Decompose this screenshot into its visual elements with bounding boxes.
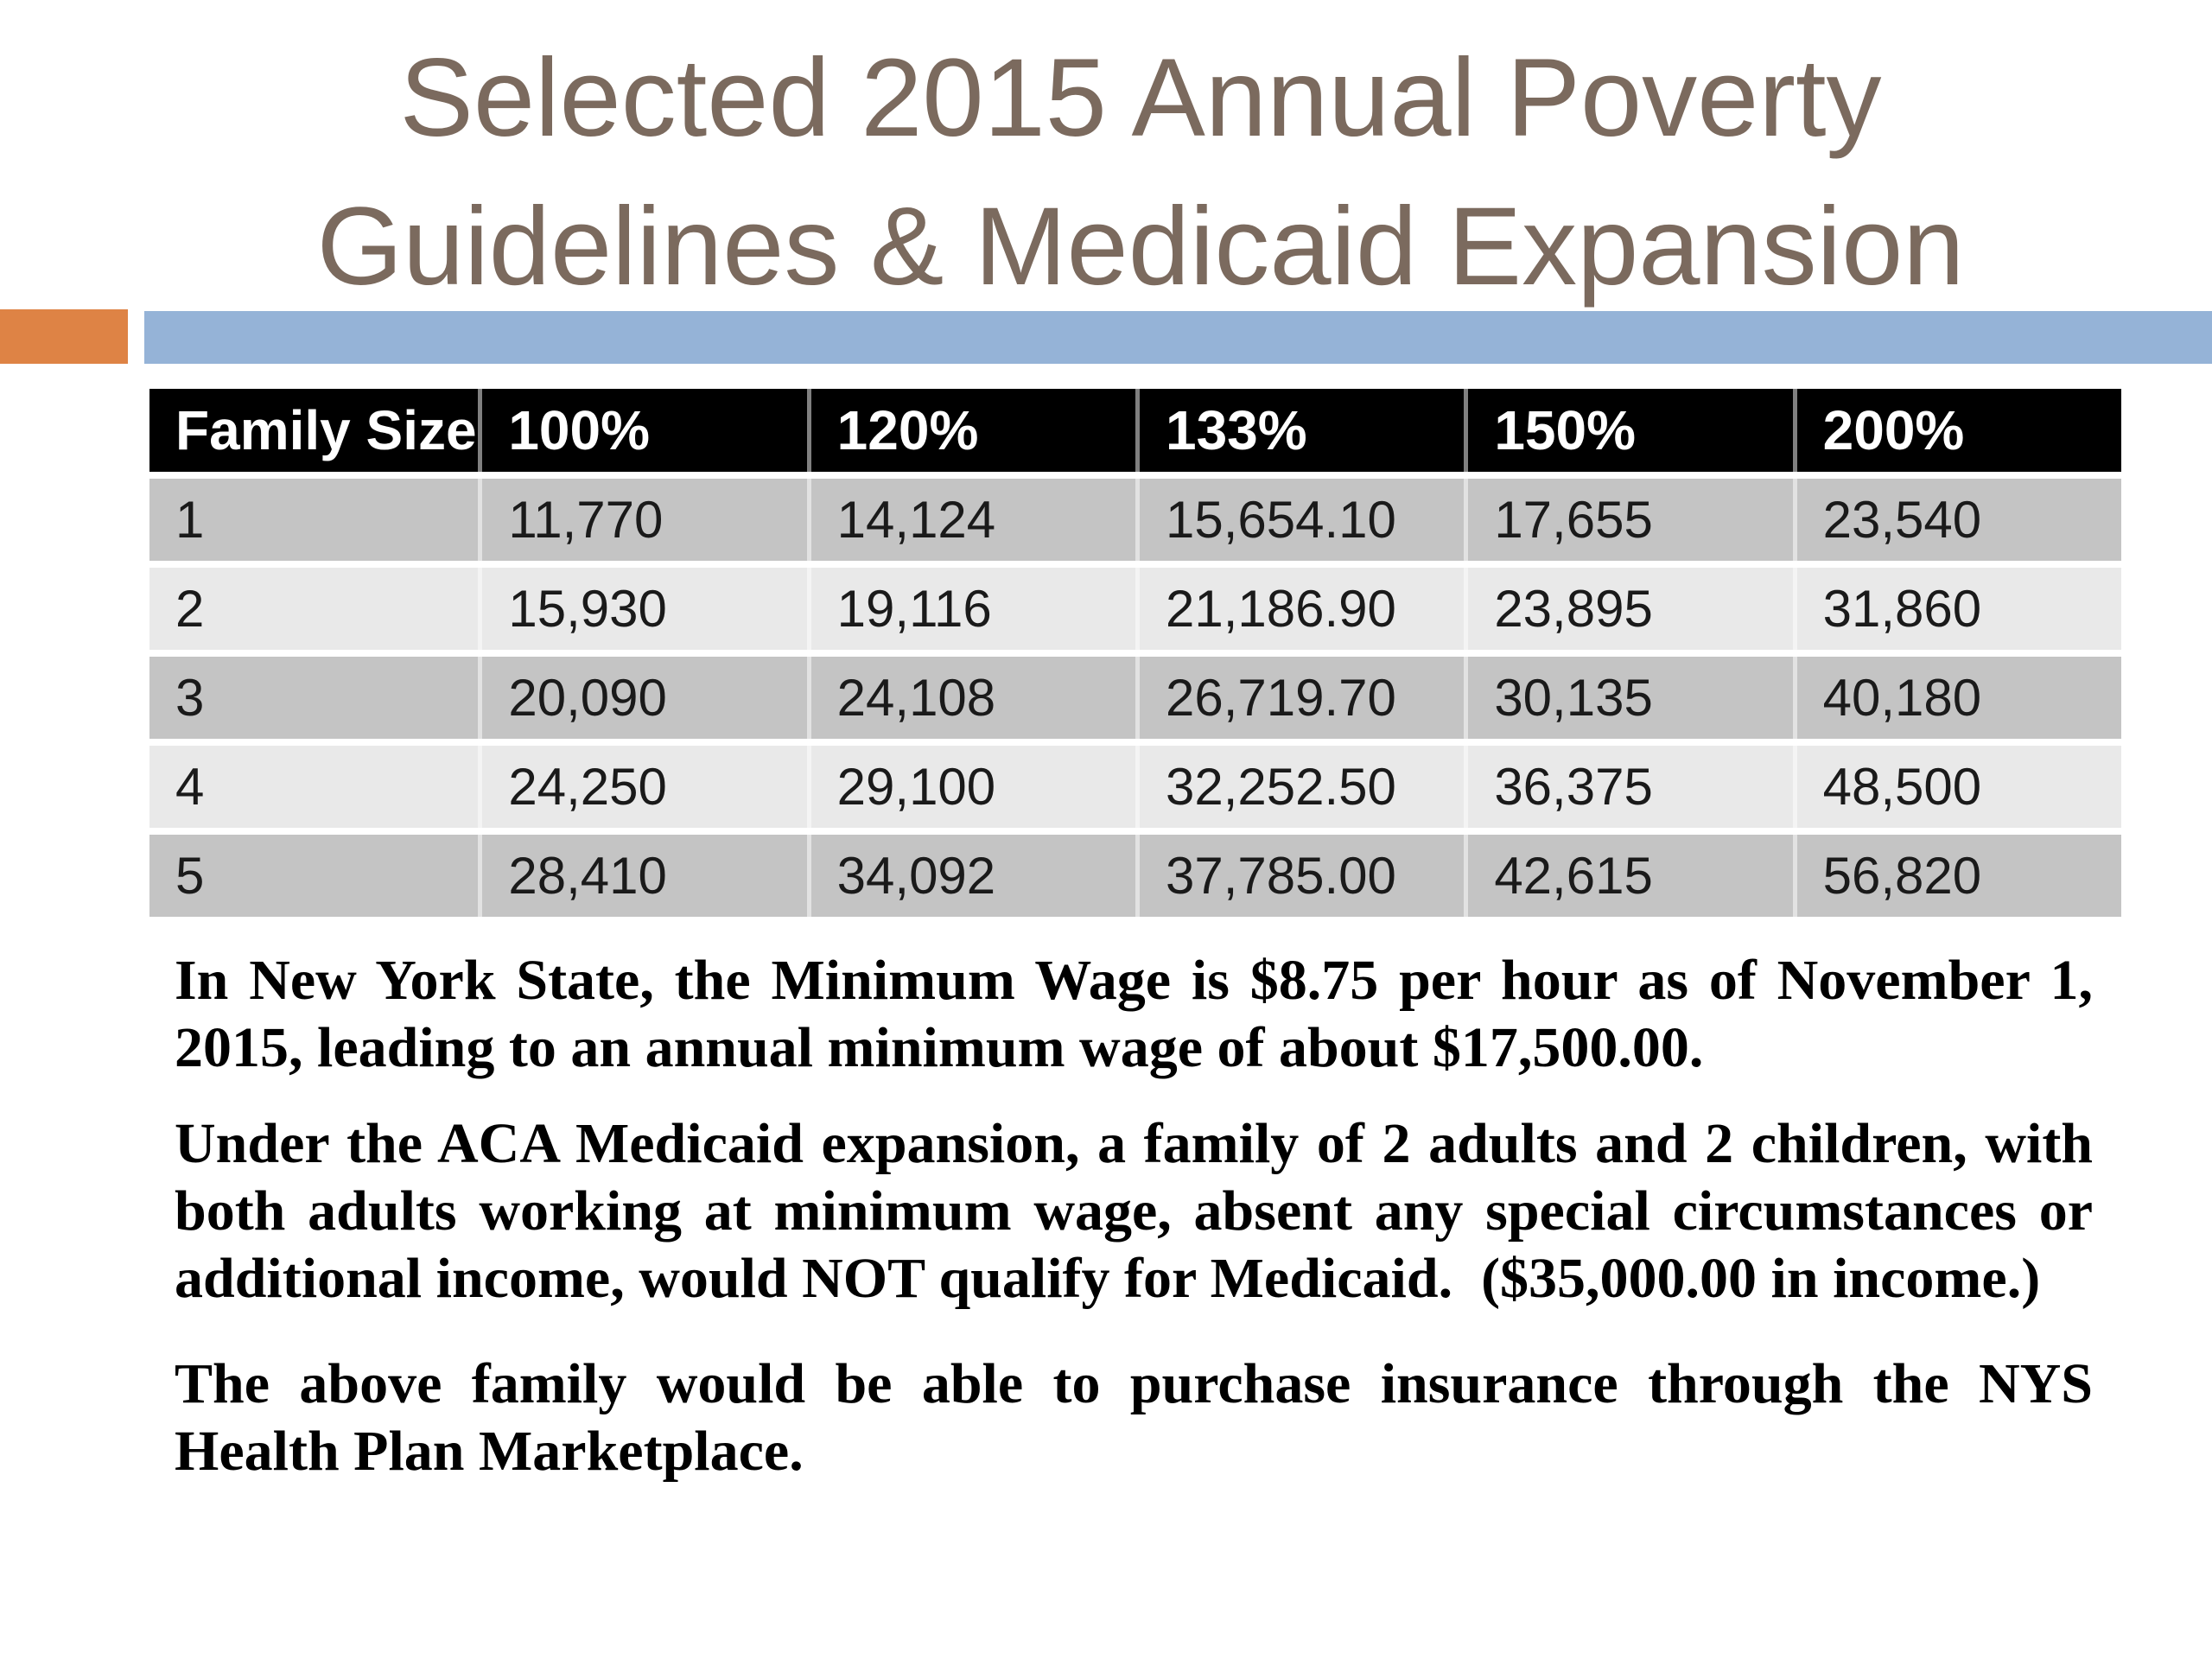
value-cell: 37,785.00 (1135, 835, 1465, 917)
poverty-guidelines-table-wrap: Family Size 100% 120% 133% 150% 200% 1 11,770 1… (149, 382, 2121, 924)
value-cell: 23,895 (1464, 568, 1793, 650)
value-cell: 29,100 (806, 746, 1135, 828)
table-row: 2 15,930 19,116 21,186.90 23,895 31,860 (149, 568, 2121, 650)
value-cell: 48,500 (1792, 746, 2121, 828)
poverty-guidelines-table: Family Size 100% 120% 133% 150% 200% 1 11,770 1… (149, 382, 2121, 924)
slide-title: Selected 2015 Annual Poverty Guidelines &… (121, 24, 2160, 321)
table-row: 1 11,770 14,124 15,654.10 17,655 23,540 (149, 479, 2121, 561)
value-cell: 34,092 (806, 835, 1135, 917)
value-cell: 28,410 (478, 835, 807, 917)
value-cell: 24,250 (478, 746, 807, 828)
value-cell: 23,540 (1792, 479, 2121, 561)
value-cell: 26,719.70 (1135, 657, 1465, 739)
value-cell: 30,135 (1464, 657, 1793, 739)
body-text: In New York State, the Minimum Wage is $… (175, 947, 2093, 1514)
header-cell: 100% (478, 389, 807, 472)
blue-accent-bar (144, 311, 2212, 364)
value-cell: 21,186.90 (1135, 568, 1465, 650)
slide-title-line1: Selected 2015 Annual Poverty (399, 36, 1882, 160)
paragraph: Under the ACA Medicaid expansion, a fami… (175, 1112, 2093, 1310)
header-cell: 200% (1792, 389, 2121, 472)
value-cell: 24,108 (806, 657, 1135, 739)
value-cell: 17,655 (1464, 479, 1793, 561)
value-cell: 15,654.10 (1135, 479, 1465, 561)
header-cell: 133% (1135, 389, 1465, 472)
table-row: 5 28,410 34,092 37,785.00 42,615 56,820 (149, 835, 2121, 917)
value-cell: 56,820 (1792, 835, 2121, 917)
table-row: 4 24,250 29,100 32,252.50 36,375 48,500 (149, 746, 2121, 828)
value-cell: 20,090 (478, 657, 807, 739)
family-size-cell: 3 (149, 657, 479, 739)
header-cell: 120% (806, 389, 1135, 472)
family-size-cell: 4 (149, 746, 479, 828)
value-cell: 19,116 (806, 568, 1135, 650)
value-cell: 36,375 (1464, 746, 1793, 828)
value-cell: 40,180 (1792, 657, 2121, 739)
paragraph: The above family would be able to purcha… (175, 1352, 2093, 1483)
family-size-cell: 5 (149, 835, 479, 917)
table-row: 3 20,090 24,108 26,719.70 30,135 40,180 (149, 657, 2121, 739)
orange-accent-square (0, 309, 128, 364)
header-cell: Family Size (149, 389, 479, 472)
value-cell: 15,930 (478, 568, 807, 650)
table-body: 1 11,770 14,124 15,654.10 17,655 23,540 2 15,93… (149, 479, 2121, 917)
header-cell: 150% (1464, 389, 1793, 472)
family-size-cell: 2 (149, 568, 479, 650)
paragraph: In New York State, the Minimum Wage is $… (175, 949, 2093, 1079)
table-header-row: Family Size 100% 120% 133% 150% 200% (149, 389, 2121, 472)
slide-title-line2: Guidelines & Medicaid Expansion (316, 185, 1965, 308)
value-cell: 32,252.50 (1135, 746, 1465, 828)
value-cell: 11,770 (478, 479, 807, 561)
value-cell: 14,124 (806, 479, 1135, 561)
family-size-cell: 1 (149, 479, 479, 561)
value-cell: 42,615 (1464, 835, 1793, 917)
value-cell: 31,860 (1792, 568, 2121, 650)
